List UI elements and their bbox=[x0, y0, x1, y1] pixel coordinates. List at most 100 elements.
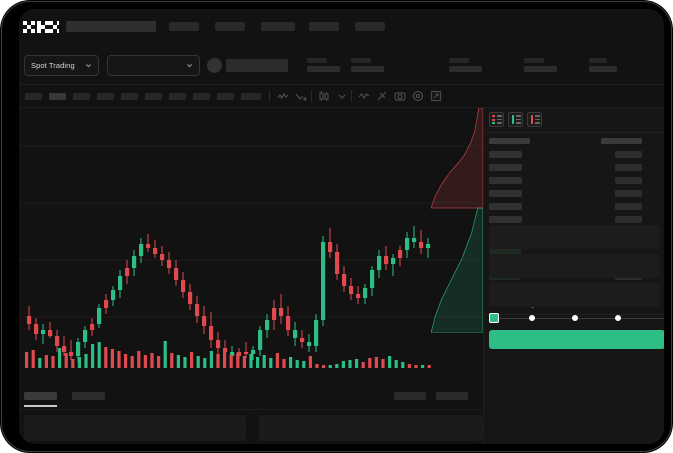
amount-input[interactable] bbox=[489, 254, 660, 278]
market-subheader: Spot Trading bbox=[19, 46, 664, 85]
candlestick-series bbox=[27, 226, 431, 362]
total-input[interactable] bbox=[489, 283, 660, 307]
stat-label bbox=[449, 58, 469, 63]
orderbook-display-modes bbox=[489, 112, 542, 127]
toolbar-divider bbox=[351, 90, 352, 102]
global-search-input[interactable] bbox=[66, 21, 156, 32]
fullscreen-icon[interactable] bbox=[430, 90, 442, 102]
stat-value bbox=[307, 66, 340, 72]
pair-name-label bbox=[226, 59, 288, 72]
tab-open-orders[interactable] bbox=[24, 392, 57, 400]
orderbook-and-trade-panel: Buy Sell bbox=[483, 108, 664, 444]
bottom-cards-row bbox=[19, 410, 483, 444]
orderbook-ask-amount bbox=[615, 177, 642, 184]
tab-active-indicator bbox=[24, 405, 57, 407]
indicator-compare-icon[interactable] bbox=[295, 90, 307, 102]
stat-label bbox=[307, 58, 327, 63]
nav-item-5[interactable] bbox=[355, 22, 385, 31]
stat-low-24h bbox=[524, 58, 557, 72]
timeframe-button-7[interactable] bbox=[169, 93, 186, 100]
action-cancel-all[interactable] bbox=[436, 392, 468, 400]
orderbook-asks-icon[interactable] bbox=[527, 112, 542, 127]
chevron-down-icon[interactable] bbox=[336, 90, 348, 102]
slider-stop-75[interactable] bbox=[615, 315, 621, 321]
amount-slider-track[interactable] bbox=[492, 318, 664, 319]
timeframe-button-9[interactable] bbox=[217, 93, 234, 100]
timeframe-button-5[interactable] bbox=[121, 93, 138, 100]
stat-last-price bbox=[307, 58, 340, 72]
price-input[interactable] bbox=[489, 225, 660, 249]
timeframe-button-1[interactable] bbox=[25, 93, 42, 100]
orderbook-ask-amount bbox=[615, 164, 642, 171]
stat-change-24h bbox=[351, 58, 384, 72]
tab-order-history[interactable] bbox=[72, 392, 105, 400]
market-type-select[interactable]: Spot Trading bbox=[24, 55, 99, 76]
orderbook-header-amount bbox=[601, 138, 642, 144]
stat-label bbox=[351, 58, 371, 63]
trading-pair-select[interactable] bbox=[107, 55, 200, 76]
indicator-line-icon[interactable] bbox=[277, 90, 289, 102]
timeframe-button-10[interactable] bbox=[241, 93, 261, 100]
market-type-label: Spot Trading bbox=[31, 61, 75, 70]
orderbook-both-icon[interactable] bbox=[489, 112, 504, 127]
okx-logo[interactable] bbox=[23, 21, 59, 33]
timeframe-button-6[interactable] bbox=[145, 93, 162, 100]
orderbook-ask-price[interactable] bbox=[489, 190, 522, 197]
toolbar-divider bbox=[311, 90, 312, 102]
top-navigation-bar bbox=[19, 9, 664, 46]
nav-item-4[interactable] bbox=[309, 22, 339, 31]
orderbook-ask-price[interactable] bbox=[489, 216, 522, 223]
candles-icon[interactable] bbox=[318, 90, 330, 102]
stat-value bbox=[449, 66, 482, 72]
stat-value bbox=[524, 66, 557, 72]
orderbook-bid-price[interactable] bbox=[489, 247, 521, 254]
orderbook-ask-price[interactable] bbox=[489, 151, 522, 158]
stat-value bbox=[351, 66, 384, 72]
stat-volume-24h bbox=[589, 58, 617, 72]
orderbook-ask-price[interactable] bbox=[489, 164, 522, 171]
orderbook-bids-icon[interactable] bbox=[508, 112, 523, 127]
orderbook-ask-amount bbox=[615, 216, 642, 223]
orderbook-ask-amount bbox=[615, 190, 642, 197]
nav-item-2[interactable] bbox=[215, 22, 245, 31]
orders-tab-bar bbox=[19, 384, 483, 410]
chart-toolbar bbox=[19, 85, 664, 108]
stat-label bbox=[524, 58, 544, 63]
settings-icon[interactable] bbox=[412, 90, 424, 102]
orderbook-ask-amount bbox=[615, 203, 642, 210]
slider-stop-25[interactable] bbox=[529, 315, 535, 321]
amount-slider-handle[interactable] bbox=[489, 313, 499, 323]
app-screen: Spot Trading bbox=[19, 9, 664, 444]
timeframe-button-8[interactable] bbox=[193, 93, 210, 100]
place-buy-order-button[interactable] bbox=[489, 330, 664, 349]
camera-icon[interactable] bbox=[394, 90, 406, 102]
drawing-wave-icon[interactable] bbox=[358, 90, 370, 102]
price-chart[interactable] bbox=[19, 108, 483, 384]
timeframe-button-3[interactable] bbox=[73, 93, 90, 100]
nav-item-3[interactable] bbox=[261, 22, 295, 31]
timeframe-button-4[interactable] bbox=[97, 93, 114, 100]
chevron-down-icon bbox=[86, 64, 91, 68]
slider-stop-50[interactable] bbox=[572, 315, 578, 321]
chevron-down-icon bbox=[187, 64, 192, 68]
nav-item-1[interactable] bbox=[169, 22, 199, 31]
toolbar-divider bbox=[269, 90, 270, 102]
magnet-icon[interactable] bbox=[376, 90, 388, 102]
token-avatar bbox=[207, 58, 222, 73]
orderbook-ask-price[interactable] bbox=[489, 203, 522, 210]
volume-histogram bbox=[25, 341, 431, 368]
stat-high-24h bbox=[449, 58, 482, 72]
bottom-card-assets[interactable] bbox=[24, 415, 246, 441]
stat-label bbox=[589, 58, 607, 63]
orderbook-ask-amount bbox=[615, 151, 642, 158]
orderbook-ask-price[interactable] bbox=[489, 177, 522, 184]
bottom-card-positions[interactable] bbox=[259, 415, 483, 441]
timeframe-button-2[interactable] bbox=[49, 93, 66, 100]
panel-divider bbox=[484, 132, 664, 133]
action-hide-other-pairs[interactable] bbox=[394, 392, 426, 400]
market-depth-overlay bbox=[431, 108, 483, 333]
chart-gridlines bbox=[19, 145, 483, 318]
orderbook-header-price bbox=[489, 138, 530, 144]
stat-value bbox=[589, 66, 617, 72]
